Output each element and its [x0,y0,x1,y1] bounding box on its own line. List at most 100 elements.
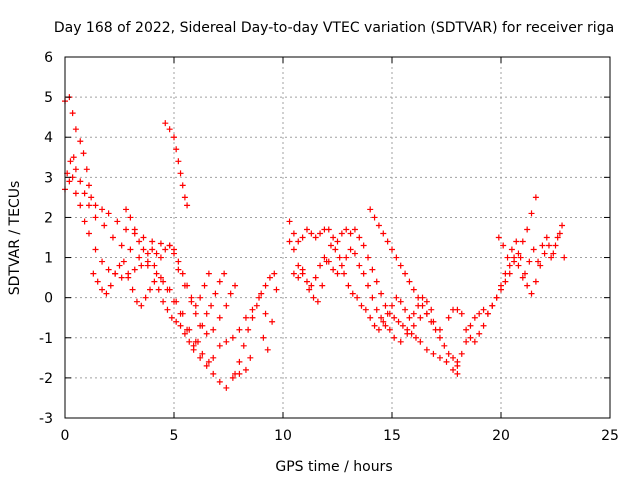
data-point [197,294,204,301]
data-point [317,230,324,237]
data-point [229,374,236,381]
data-point [323,258,330,265]
grid-lines [65,57,610,418]
data-point [515,262,522,269]
data-point [155,286,162,293]
series-trace-i [286,238,443,345]
data-point [99,286,106,293]
data-point [317,262,324,269]
data-point [160,278,167,285]
data-point [140,234,147,241]
data-point [109,234,116,241]
data-point [118,274,125,281]
data-point [157,240,164,247]
data-point [256,294,263,301]
data-point [166,242,173,249]
data-point [341,270,348,277]
y-tick-label: 2 [44,210,53,226]
data-point [415,294,422,301]
data-point [184,282,191,289]
data-point [504,254,511,261]
data-point [378,290,385,297]
data-point [334,238,341,245]
data-point [524,282,531,289]
data-point [399,322,406,329]
data-point [101,222,108,229]
data-point [310,294,317,301]
data-point [537,262,544,269]
data-point [123,226,130,233]
data-point [476,330,483,337]
data-point [391,334,398,341]
data-point [375,326,382,333]
data-point [290,246,297,253]
data-point [164,306,171,313]
data-point [471,314,478,321]
data-point [179,270,186,277]
data-point [171,298,177,305]
data-point [513,238,520,245]
data-point [343,254,350,261]
y-axis-label: SDTVAR / TECUs [7,181,23,296]
data-point [450,366,457,373]
data-point [208,302,215,309]
data-point [192,310,199,317]
data-point [384,238,391,245]
data-point [402,306,409,313]
data-point [216,278,223,285]
data-point [524,226,531,233]
data-point [471,338,478,345]
data-point [99,206,106,213]
data-point [99,258,106,265]
data-point [428,318,435,325]
axis-ticks: 0 5 10 15 20 25 -3 -2 -1 0 1 2 3 4 5 6 [39,50,619,444]
data-point [197,354,204,361]
data-point [118,242,125,249]
data-point [406,314,413,321]
data-point [517,254,524,261]
data-point [203,330,210,337]
data-point [417,338,424,345]
data-point [345,282,352,289]
data-point [258,290,265,297]
y-tick-label: -3 [39,411,53,427]
x-tick-label: 0 [61,428,70,444]
data-point [205,358,212,365]
data-point [138,262,145,269]
data-point [545,242,552,249]
data-point [373,278,380,285]
data-point [336,254,343,261]
data-point [362,306,369,313]
data-point [393,294,400,301]
data-point [515,250,522,257]
data-point [382,322,389,329]
data-point [262,282,269,289]
data-point [330,266,337,273]
data-point [404,330,411,337]
data-point [153,250,160,257]
data-point [467,322,474,329]
series-trace-m [454,222,566,365]
data-point [312,274,319,281]
data-point [85,182,92,189]
data-point [430,350,437,357]
data-point [467,334,474,341]
data-point [181,330,188,337]
data-point [332,246,339,253]
data-point [412,334,419,341]
data-point [173,318,180,325]
data-point [543,234,550,241]
data-point [356,262,363,269]
data-point [423,310,430,317]
data-point [458,310,465,317]
series-trace-a [62,94,239,337]
data-point [188,294,195,301]
data-point [358,302,365,309]
data-point [144,250,151,257]
data-point [184,326,191,333]
series-trace-d [90,258,228,353]
data-point [417,314,424,321]
data-point [212,290,219,297]
data-point [242,314,249,321]
